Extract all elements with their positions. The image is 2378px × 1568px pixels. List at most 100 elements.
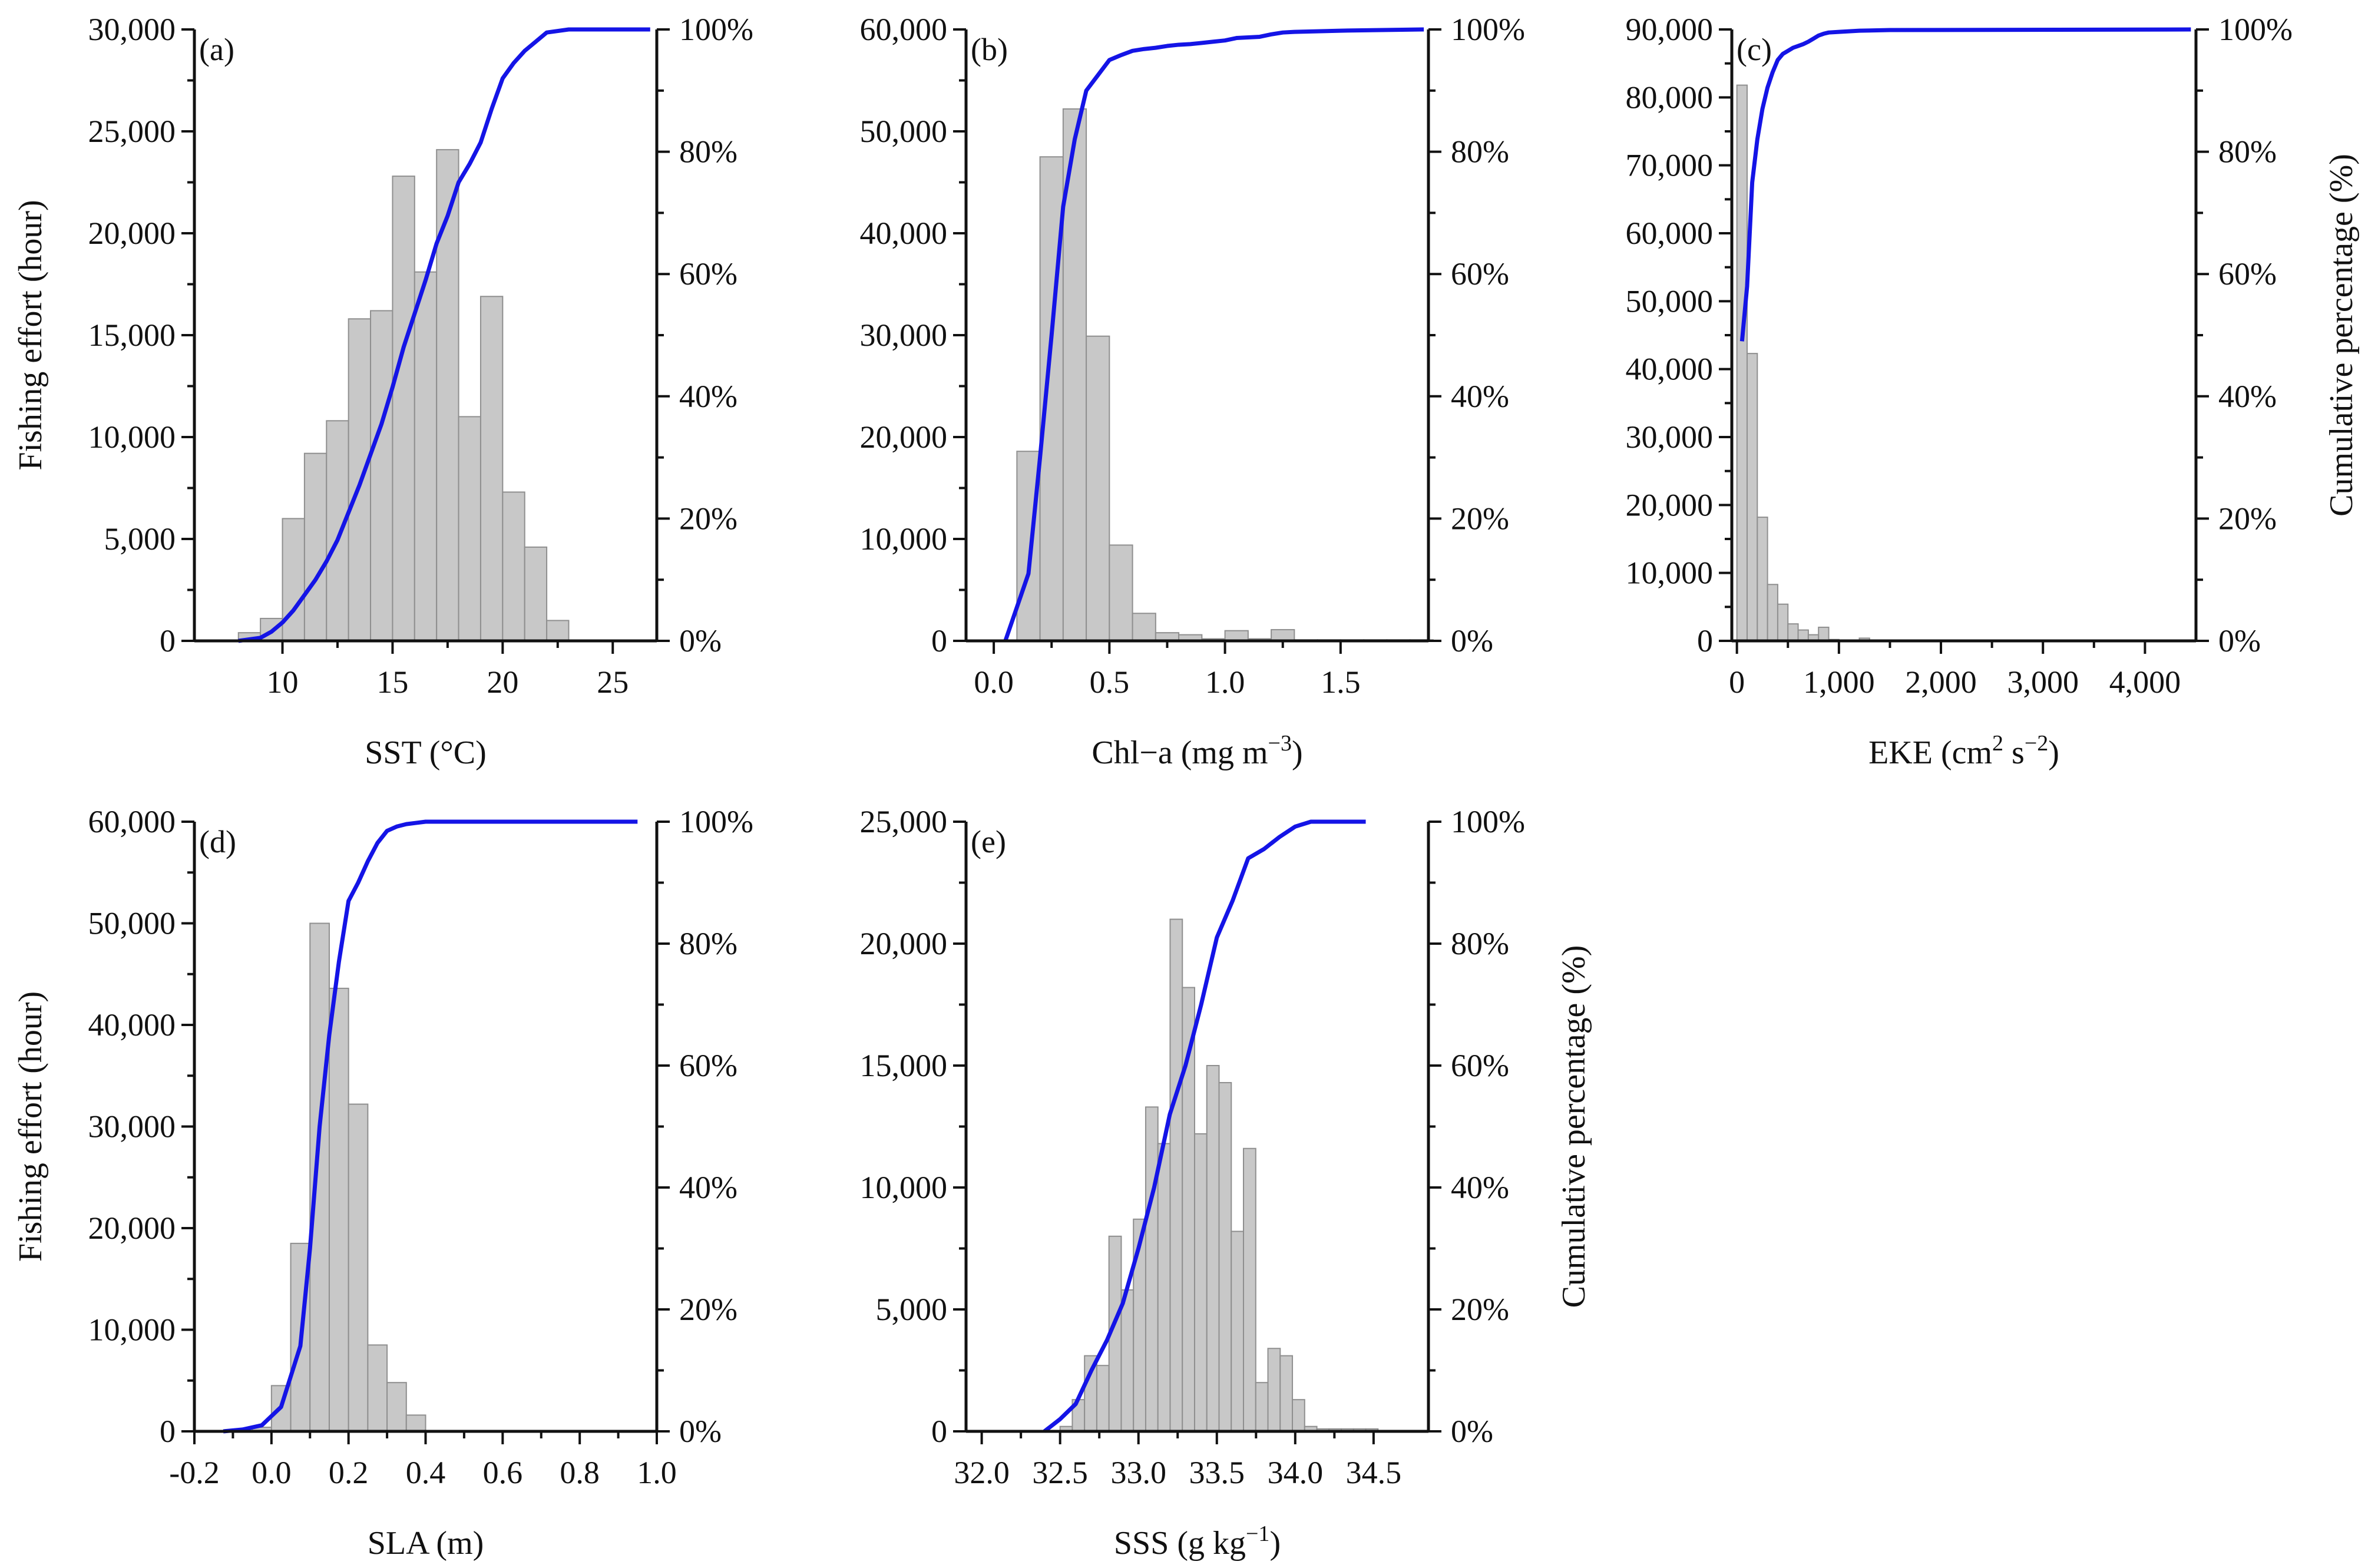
cumulative-percentage-line: [223, 819, 638, 1434]
x-tick-label: 0.8: [560, 1455, 600, 1490]
y2-tick-label: 0%: [1451, 1414, 1493, 1449]
histogram-bar: [1231, 1230, 1245, 1433]
x-axis-title-part: s: [2003, 735, 2025, 771]
x-tick-label: 1.5: [1321, 664, 1361, 700]
cumulative-percentage-line: [1003, 27, 1424, 642]
y-tick-label: 10,000: [1626, 555, 1714, 591]
y2-tick-label: 80%: [1451, 134, 1509, 170]
histogram-bar: [1157, 1143, 1171, 1432]
y-tick-label: 60,000: [860, 12, 948, 47]
histogram-bar: [1746, 353, 1758, 641]
histogram-bar: [524, 546, 548, 642]
histogram-bar: [1193, 1133, 1208, 1433]
histogram-bar: [1255, 1382, 1269, 1432]
chart-panel-e: 32.0 32.5 33.0 33.5 34.0 34.5 0 5,000 10,000 15,0…: [860, 804, 1593, 1562]
y-tick-label: 5,000: [876, 1292, 948, 1327]
histogram-bar: [386, 1382, 407, 1432]
cumulative-percentage-line: [1043, 819, 1366, 1433]
histogram-bar: [348, 1103, 369, 1433]
x-tick-label: 33.5: [1189, 1455, 1245, 1490]
panel-label: (b): [971, 32, 1008, 67]
x-tick-label: 1,000: [1803, 664, 1875, 700]
x-tick-label: 0: [1729, 664, 1745, 700]
chart-panel-a: 10 15 20 25 0 5,000 10,000 15,000 20,000 25,000 30…: [12, 12, 753, 771]
histogram-bar: [1736, 84, 1748, 641]
histogram-bar: [1767, 584, 1778, 642]
histogram-bar: [326, 420, 349, 641]
panel-label: (d): [199, 824, 236, 859]
y-tick-label: 10,000: [860, 1170, 948, 1205]
y2-tick-label: 40%: [679, 379, 737, 414]
histogram-bar: [1109, 544, 1133, 641]
x-tick-label: 0.4: [406, 1455, 446, 1490]
x-tick-label: 32.0: [954, 1455, 1010, 1490]
histogram-bar: [1224, 630, 1249, 641]
histogram-bar: [414, 271, 438, 641]
y2-tick-label: 80%: [679, 926, 737, 961]
y-tick-label: 80,000: [1626, 80, 1714, 115]
y2-tick-label: 60%: [679, 256, 737, 292]
histogram-bar: [328, 987, 349, 1432]
y-tick-label: 0: [931, 1414, 947, 1449]
y2-tick-label: 40%: [1451, 379, 1509, 414]
histogram-bar: [1120, 1289, 1135, 1432]
x-tick-label: -0.2: [169, 1455, 219, 1490]
x-tick-label: 1.0: [1205, 664, 1245, 700]
y-tick-label: 60,000: [88, 804, 176, 839]
y-tick-label: 15,000: [860, 1048, 948, 1083]
histogram-bar: [458, 416, 481, 642]
histogram-bar: [1096, 1365, 1110, 1432]
histogram-bar: [309, 922, 330, 1432]
histogram-bar: [1218, 1081, 1232, 1432]
y2-tick-label: 40%: [2218, 379, 2277, 414]
y-tick-label: 30,000: [88, 12, 176, 47]
x-tick-label: 3,000: [2007, 664, 2079, 700]
y2-tick-label: 80%: [1451, 926, 1509, 961]
panel-label: (c): [1737, 32, 1772, 67]
y2-tick-label: 100%: [1451, 804, 1525, 839]
histogram-bar: [436, 149, 459, 641]
y2-tick-label: 0%: [679, 623, 722, 659]
y2-tick-label: 40%: [1451, 1170, 1509, 1205]
y-tick-label: 20,000: [88, 1210, 176, 1246]
x-axis-title-part: SSS (g kg: [1114, 1525, 1246, 1562]
x-tick-label: 0.6: [483, 1455, 523, 1490]
y-tick-label: 30,000: [1626, 419, 1714, 455]
y-tick-label: 50,000: [1626, 283, 1714, 319]
x-axis-title: Chl−a (mg m−3): [1092, 731, 1302, 771]
x-tick-label: 1.0: [637, 1455, 677, 1490]
histogram-bar: [367, 1344, 388, 1433]
x-tick-label: 15: [376, 664, 408, 700]
y2-tick-label: 60%: [1451, 256, 1509, 292]
cumulative-percentage-line: [238, 27, 650, 643]
y-tick-label: 90,000: [1626, 12, 1714, 47]
y2-tick-label: 100%: [679, 12, 753, 47]
x-axis-title-part: SST (°C): [365, 735, 487, 771]
histogram-bar: [405, 1414, 426, 1432]
y2-tick-label: 80%: [2218, 134, 2277, 170]
y-axis-title: Fishing effort (hour): [12, 200, 49, 470]
histogram-bar: [1145, 1106, 1159, 1432]
histogram-bar: [1787, 623, 1799, 642]
y-axis-title: Fishing effort (hour): [12, 991, 49, 1262]
x-axis-title-superscript: −3: [1268, 731, 1292, 756]
x-axis-title-superscript: −2: [2025, 731, 2048, 756]
y2-axis-title: Cumulative percentage (%): [1556, 945, 1592, 1308]
x-axis-title-part: EKE (cm: [1868, 735, 1992, 771]
x-axis-title: SLA (m): [368, 1525, 484, 1562]
x-axis-title-part: SLA (m): [368, 1525, 484, 1562]
y2-tick-label: 20%: [679, 501, 737, 536]
histogram-bar: [392, 176, 415, 641]
histogram-bar: [502, 491, 525, 641]
x-axis-title: EKE (cm2 s−2): [1868, 731, 2059, 771]
y-tick-label: 20,000: [860, 926, 948, 961]
x-tick-label: 20: [487, 664, 518, 700]
y-tick-label: 0: [160, 1414, 176, 1449]
y-tick-label: 40,000: [88, 1007, 176, 1043]
y-tick-label: 20,000: [1626, 487, 1714, 522]
y2-tick-label: 0%: [1451, 623, 1493, 659]
y-tick-label: 30,000: [88, 1109, 176, 1144]
x-axis-title-part: Chl−a (mg m: [1092, 735, 1268, 771]
x-axis-title-part: ): [2048, 735, 2059, 771]
x-axis-title-superscript: −1: [1246, 1521, 1269, 1546]
